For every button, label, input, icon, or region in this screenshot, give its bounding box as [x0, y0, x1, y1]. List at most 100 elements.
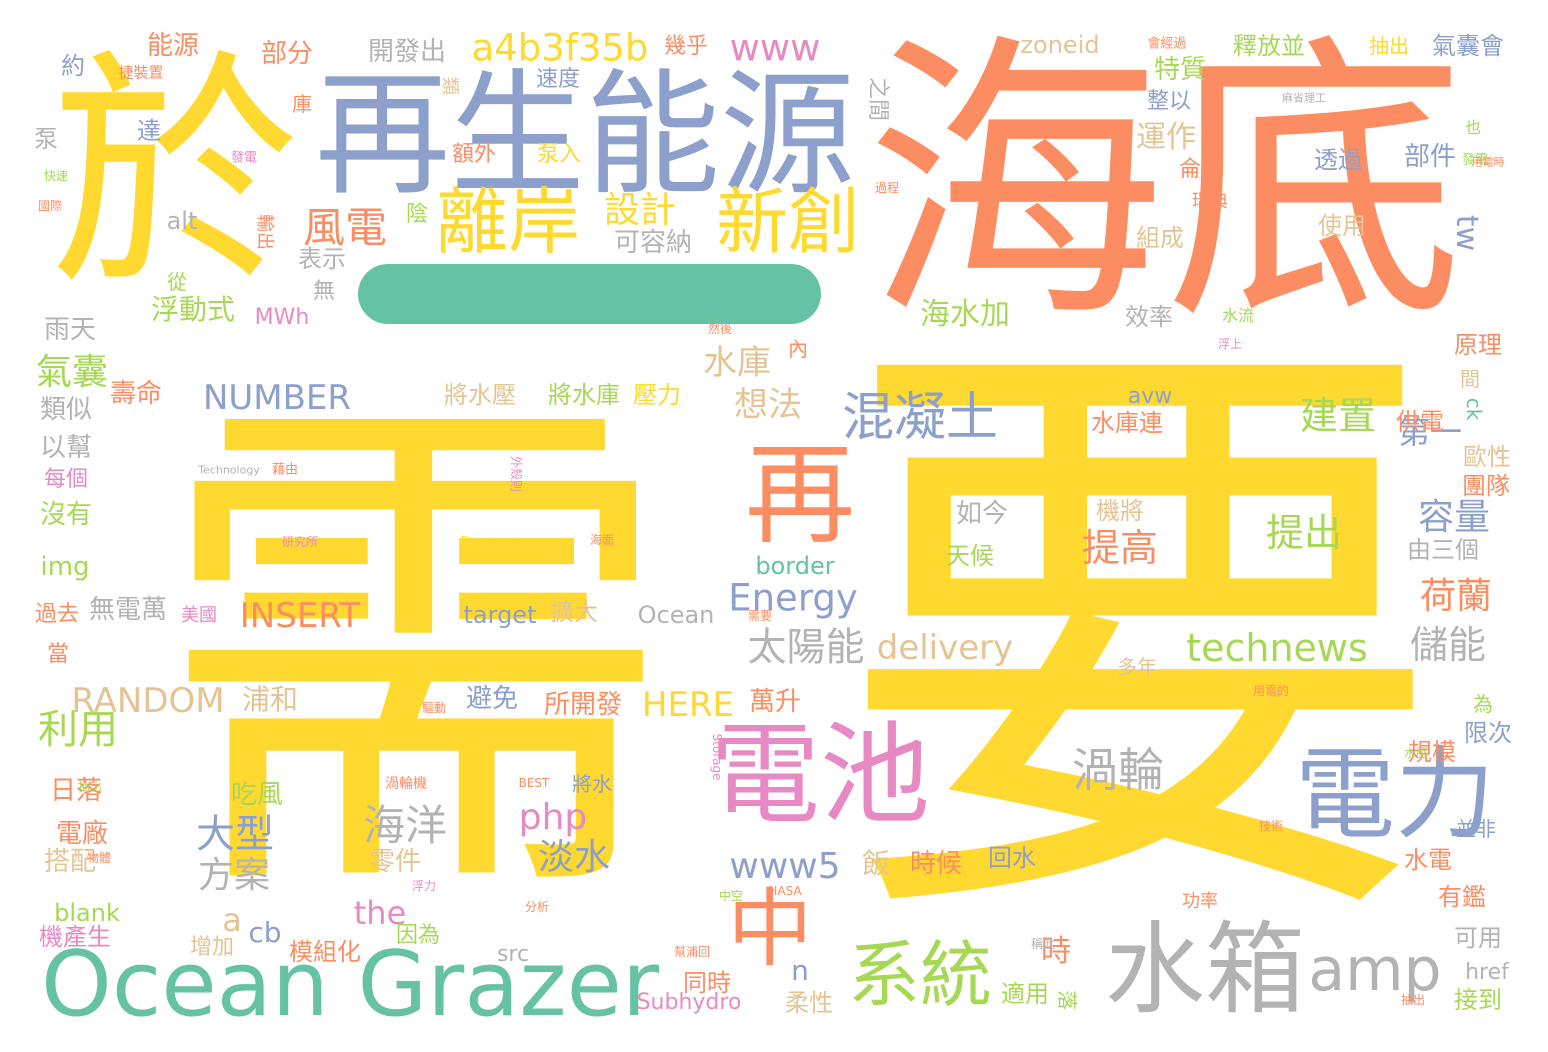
cloud-word: amp	[1308, 935, 1442, 1005]
cloud-word: 需	[155, 352, 675, 958]
cloud-word: 浮動式	[150, 293, 236, 326]
cloud-word: Technology	[198, 463, 260, 477]
cloud-word: 建置	[1299, 394, 1377, 438]
cloud-word: 物體	[86, 851, 112, 865]
cloud-word: 抽出	[1400, 993, 1426, 1007]
cloud-word: 從	[167, 270, 187, 294]
cloud-word: 以幫	[39, 433, 93, 463]
cloud-word: 再	[745, 431, 855, 559]
cloud-word: 原理	[1454, 331, 1502, 359]
cloud-word: NUMBER	[202, 378, 352, 418]
cloud-word: 再生能源	[315, 56, 855, 214]
cloud-word: 接到	[1454, 986, 1502, 1014]
cloud-word: 因為	[395, 923, 441, 948]
cloud-word: 浦和	[241, 683, 299, 716]
cloud-word: 零件	[368, 847, 422, 877]
cloud-word: Ocean Grazer	[40, 932, 660, 1037]
cloud-word: 系統	[847, 933, 993, 1017]
cloud-word: target	[463, 601, 537, 629]
cloud-word: 風電	[302, 203, 388, 252]
cloud-word: 無電萬	[88, 595, 168, 625]
cloud-word: 容量	[1417, 497, 1491, 538]
cloud-word: 設計	[603, 190, 677, 231]
cloud-word: 儲能	[1409, 623, 1487, 667]
cloud-word: php	[518, 797, 588, 838]
cloud-word: INSERT	[239, 596, 361, 636]
cloud-word: 發電	[1461, 152, 1489, 168]
cloud-word: 模組化	[289, 938, 361, 966]
cloud-word: 同時	[683, 969, 731, 997]
cloud-word: 供電	[1396, 408, 1444, 436]
cloud-word: 水庫	[703, 343, 771, 383]
cloud-word: 氣囊	[35, 352, 109, 393]
cloud-word: 美國	[181, 605, 217, 626]
cloud-word: 用電的	[1252, 684, 1290, 698]
cloud-word: 機將	[1096, 497, 1144, 525]
cloud-word: 驅動	[421, 701, 447, 715]
cloud-word: 技術	[1258, 819, 1284, 833]
cloud-word: 約	[61, 52, 85, 80]
cloud-word: 海洋	[362, 801, 448, 850]
cloud-word: 飯	[861, 847, 891, 880]
cloud-word: 海面	[589, 533, 615, 547]
cloud-word: 類似	[39, 395, 93, 425]
cloud-word: 將水壓	[444, 381, 516, 409]
cloud-word: 能源	[146, 31, 200, 61]
cloud-word: 限次	[1464, 719, 1512, 747]
cloud-word: 需要	[747, 609, 773, 623]
cloud-word: 發電	[230, 150, 258, 166]
cloud-word: 中	[727, 880, 813, 980]
cloud-word: 多年	[1117, 655, 1157, 679]
cloud-word: blank	[54, 899, 120, 927]
cloud-word: 淡水	[537, 837, 611, 878]
cloud-word: 幫浦回	[673, 945, 711, 959]
cloud-word: img	[40, 552, 90, 582]
cloud-word: 電廠	[55, 819, 109, 849]
cloud-word: 會經過	[1147, 36, 1187, 52]
cloud-word: 外殼則	[509, 455, 523, 493]
cloud-word: 陰	[405, 202, 429, 227]
cloud-word: 無	[312, 279, 336, 304]
cloud-word: 研究所	[281, 535, 319, 549]
cloud-word: 整以	[1146, 89, 1192, 114]
cloud-word: www5	[729, 846, 841, 887]
cloud-word: 開發出	[367, 37, 447, 67]
cloud-word: MWh	[254, 305, 310, 330]
cloud-word: 時	[1041, 934, 1071, 969]
cloud-word: 壓力	[633, 381, 681, 409]
cloud-word: 萬升	[748, 687, 802, 717]
cloud-word: 利用	[38, 707, 118, 753]
cloud-word: 表示	[298, 245, 346, 273]
cloud-word: Energy	[728, 576, 858, 620]
cloud-word: 海水加	[920, 297, 1010, 332]
cloud-word: 部分	[260, 39, 314, 69]
cloud-word: 團隊	[1462, 472, 1510, 500]
cloud-word: 達	[137, 117, 161, 145]
cloud-word: 提出	[1265, 511, 1343, 555]
cloud-word: 大型	[195, 812, 275, 858]
cloud-word: 每個	[43, 467, 89, 492]
cloud-word: 之間	[865, 76, 890, 122]
cloud-word: 分析	[524, 900, 550, 914]
cloud-word: cb	[248, 916, 282, 949]
cloud-word: 稱此	[1030, 937, 1056, 951]
cloud-word: 將水	[572, 772, 612, 796]
cloud-word: 過去	[34, 602, 80, 627]
cloud-word: 庫	[292, 92, 312, 116]
cloud-word: 中空	[718, 889, 744, 903]
cloud-word: src	[496, 942, 530, 967]
cloud-word: 太陽能	[747, 625, 865, 671]
word-bar	[358, 264, 821, 324]
cloud-word: 天候	[946, 542, 994, 570]
cloud-word: 所開發	[543, 690, 623, 720]
cloud-word: 抽出	[77, 780, 103, 794]
cloud-word: 歐性	[1463, 443, 1511, 471]
cloud-word: 速度	[535, 67, 581, 92]
cloud-word: 由三個	[1407, 536, 1479, 564]
cloud-word: 吃風	[230, 780, 284, 810]
cloud-word: 新創	[715, 180, 861, 264]
cloud-word: 侖	[1178, 157, 1202, 182]
cloud-word: 輸出	[254, 214, 275, 250]
cloud-word: HASA	[768, 884, 802, 898]
cloud-word: 水流	[1221, 306, 1255, 325]
